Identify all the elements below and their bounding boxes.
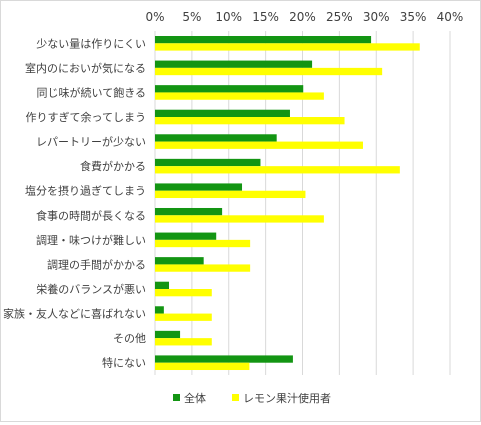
bar-lemon [155, 362, 250, 371]
bar-all [155, 60, 313, 68]
bar-all [155, 281, 170, 289]
bar-lemon [155, 166, 400, 174]
bar-all [155, 158, 261, 167]
category-label: 食費がかかる [80, 159, 146, 173]
x-axis-ticks: 0% 5% 10% 15% 20% 25% 30% 35% 40% [145, 10, 463, 24]
bar-all [155, 183, 243, 191]
bar-lemon [155, 117, 345, 125]
category-label: 調理・味つけが難しい [36, 233, 146, 247]
x-tick-label: 25% [326, 10, 353, 24]
bar-all [155, 85, 304, 93]
bars [155, 36, 420, 371]
bar-lemon [155, 239, 251, 248]
bar-all [155, 232, 217, 240]
legend-label-lemon: レモン果汁使用者 [243, 392, 331, 405]
bar-lemon [155, 289, 212, 297]
bar-lemon [155, 92, 324, 100]
category-label: 塩分を摂り過ぎてしまう [25, 184, 146, 198]
category-label: 少ない量は作りにくい [36, 37, 146, 50]
bar-all [155, 330, 181, 339]
bar-lemon [155, 43, 420, 51]
x-tick-label: 0% [145, 10, 164, 24]
bar-all [155, 306, 164, 314]
bar-lemon [155, 141, 363, 149]
y-axis-categories: 少ない量は作りにくい室内のにおいが気になる同じ味が続いて飽きる作りすぎて余ってし… [3, 37, 146, 369]
category-label: レパートリーが少ない [36, 135, 146, 149]
x-tick-label: 35% [400, 10, 427, 24]
bar-all [155, 355, 293, 363]
x-tick-label: 10% [215, 10, 242, 24]
category-label: 室内のにおいが気になる [25, 61, 146, 75]
bar-all [155, 134, 277, 142]
bar-lemon [155, 338, 212, 346]
category-label: 調理の手間がかかる [47, 257, 146, 271]
bar-all [155, 207, 223, 216]
bar-lemon [155, 215, 324, 223]
category-label: 作りすぎて余ってしまう [26, 110, 146, 124]
x-tick-label: 5% [182, 10, 201, 24]
bar-lemon [155, 313, 212, 321]
category-label: 栄養のバランスが悪い [36, 282, 146, 296]
bar-lemon [155, 190, 306, 199]
bar-all [155, 36, 372, 44]
category-label: その他 [113, 332, 146, 345]
legend: 全体 レモン果汁使用者 [173, 391, 331, 405]
x-tick-label: 15% [252, 10, 279, 24]
legend-label-all: 全体 [184, 391, 206, 405]
category-label: 特にない [102, 356, 146, 370]
legend-swatch-lemon [232, 394, 239, 401]
gridlines [154, 31, 451, 375]
legend-swatch-all [173, 394, 180, 401]
category-label: 食事の時間が長くなる [36, 208, 146, 222]
category-label: 同じ味が続いて飽きる [37, 85, 146, 99]
x-tick-label: 20% [289, 10, 316, 24]
bar-lemon [155, 264, 251, 272]
category-label: 家族・友人などに喜ばれない [3, 307, 146, 321]
bar-lemon [155, 67, 383, 76]
x-tick-label: 30% [363, 10, 390, 24]
bar-all [155, 257, 204, 265]
bar-all [155, 109, 290, 118]
x-tick-label: 40% [437, 10, 464, 24]
